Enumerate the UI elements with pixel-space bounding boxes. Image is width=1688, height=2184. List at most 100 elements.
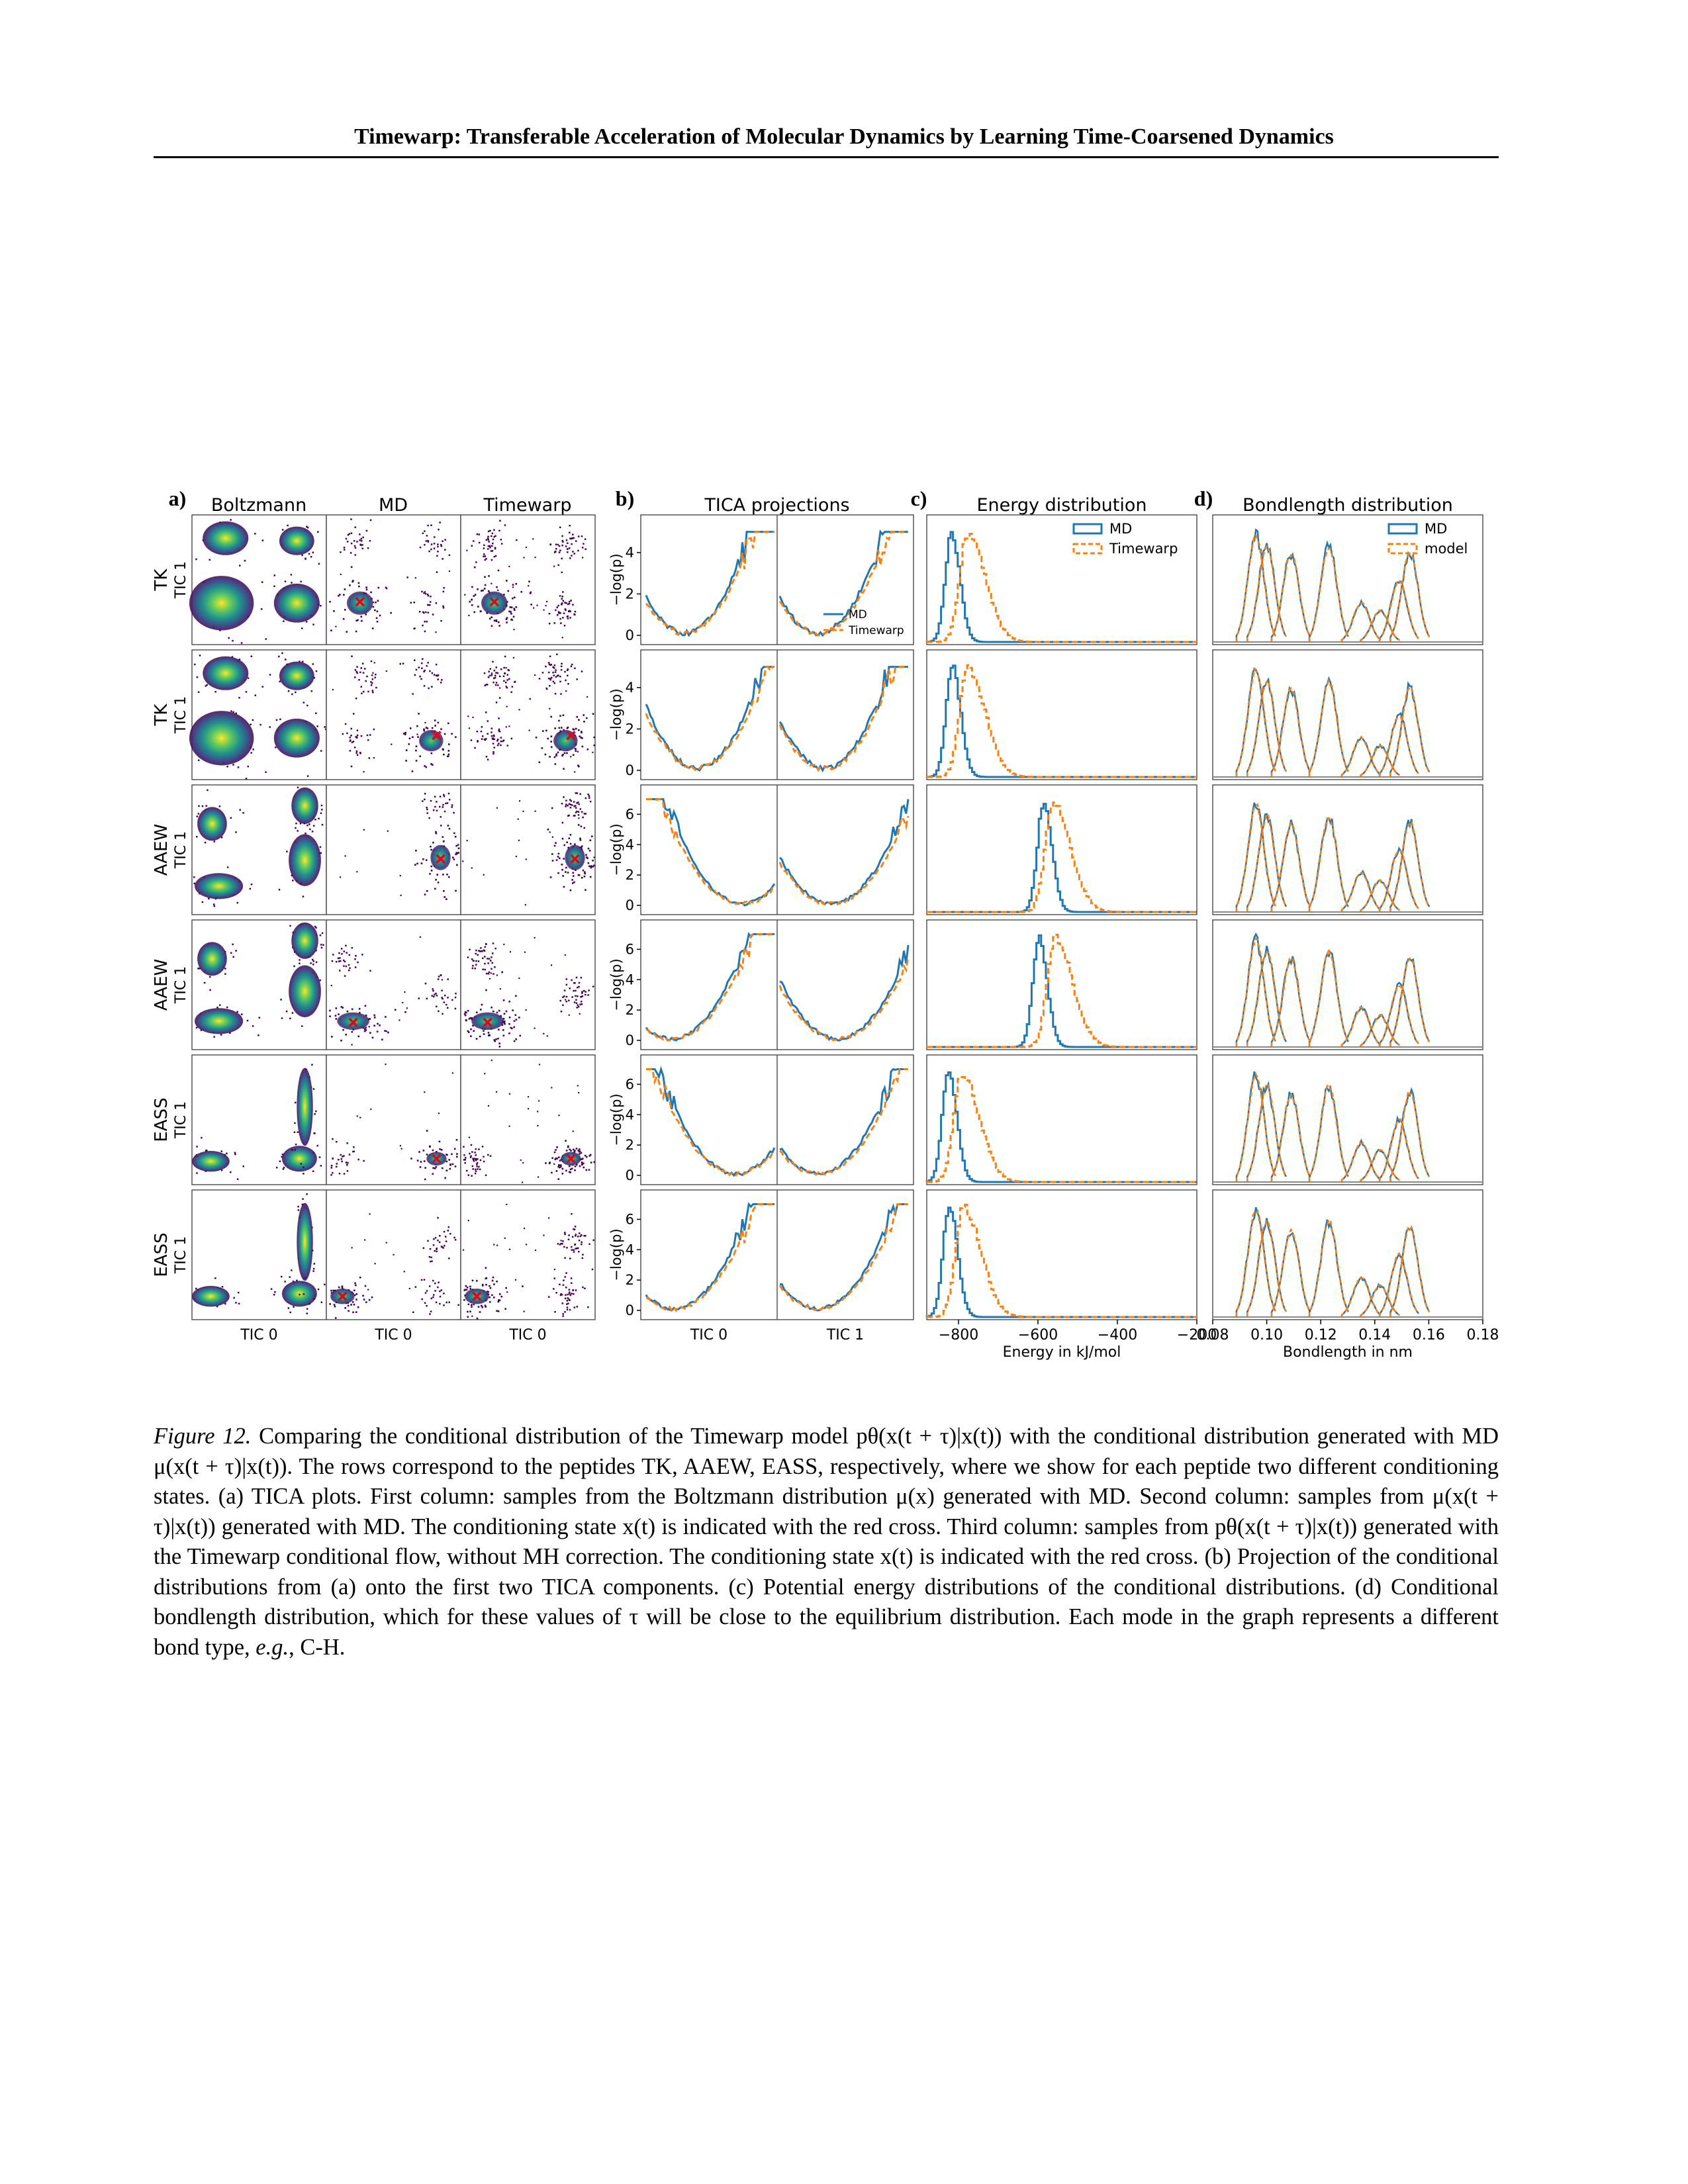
sample-dot: [346, 631, 348, 633]
sample-dot: [574, 1165, 577, 1167]
sample-dot: [577, 1085, 579, 1087]
sample-dot: [295, 1143, 297, 1146]
sample-dot: [250, 655, 253, 657]
col-title-bond: Bondlength distribution: [1243, 495, 1453, 516]
bond-frame: [1212, 649, 1483, 780]
sample-dot: [303, 1166, 305, 1169]
sample-dot: [426, 806, 428, 809]
sample-dot: [582, 1286, 584, 1289]
sample-dot: [353, 539, 355, 542]
sample-dot: [306, 1312, 308, 1314]
sample-dot: [554, 551, 556, 553]
sample-dot: [571, 537, 573, 539]
neglogp-axis-label: −log(p): [608, 688, 624, 741]
sample-dot: [583, 813, 586, 815]
sample-dot: [551, 853, 553, 855]
sample-dot: [344, 960, 346, 963]
sample-dot: [562, 1284, 565, 1286]
sample-dot: [577, 535, 580, 537]
sample-dot: [481, 1304, 483, 1307]
sample-dot: [363, 1160, 365, 1162]
sample-dot: [487, 530, 490, 533]
y-tick-label: 6: [626, 941, 634, 957]
sample-dot: [370, 660, 373, 662]
energy-panel: [926, 919, 1197, 1050]
sample-dot: [330, 1164, 333, 1167]
sample-dot: [586, 696, 588, 698]
sample-dot: [365, 1029, 367, 1031]
sample-dot: [555, 543, 557, 545]
sample-dot: [473, 1303, 475, 1306]
sample-dot: [551, 1157, 553, 1160]
sample-dot: [350, 532, 353, 534]
sample-dot: [483, 949, 485, 951]
sample-dot: [350, 552, 352, 554]
sample-dot: [355, 670, 358, 673]
sample-dot: [553, 667, 555, 669]
sample-dot: [423, 670, 425, 673]
sample-dot: [477, 960, 480, 962]
sample-dot: [569, 531, 571, 534]
sample-dot: [364, 1285, 367, 1287]
sample-dot: [344, 723, 347, 725]
sample-dot: [235, 950, 237, 952]
sample-dot: [320, 812, 322, 814]
sample-dot: [512, 597, 514, 600]
sample-dot: [306, 1308, 308, 1310]
sample-dot: [573, 1001, 576, 1003]
y-tick-label: 2: [626, 1002, 634, 1018]
sample-dot: [455, 844, 457, 847]
sample-dot: [581, 745, 584, 748]
sample-dot: [238, 1302, 240, 1305]
sample-dot: [346, 1010, 349, 1013]
tic0-axis-label: TIC 0: [508, 1327, 546, 1343]
sample-dot: [535, 737, 538, 739]
sample-dot: [548, 622, 551, 625]
sample-dot: [493, 735, 495, 737]
sample-dot: [426, 1304, 428, 1307]
sample-dot: [508, 1093, 511, 1095]
sample-dot: [442, 1013, 444, 1015]
sample-dot: [499, 697, 501, 699]
density-blob: [297, 1203, 313, 1281]
sample-dot: [507, 669, 510, 671]
sample-dot: [437, 678, 439, 680]
sample-dot: [545, 604, 547, 607]
bond-tick-label: 0.14: [1358, 1327, 1391, 1343]
sample-dot: [333, 610, 335, 612]
conditioning-cross: [472, 1291, 482, 1301]
sample-dot: [249, 887, 252, 890]
sample-dot: [309, 828, 311, 831]
sample-dot: [437, 1216, 439, 1219]
neglogp-axis-label: −log(p): [608, 958, 624, 1011]
sample-dot: [302, 895, 305, 897]
sample-dot: [506, 679, 508, 681]
sample-dot: [316, 725, 318, 727]
conditioning-cross: [566, 731, 576, 741]
sample-dot: [454, 1239, 457, 1241]
model-bond-mode: [1389, 1225, 1430, 1317]
conditioning-cross: [489, 597, 499, 607]
sample-dot: [574, 667, 576, 669]
sample-dot: [439, 1295, 442, 1298]
sample-dot: [358, 1008, 361, 1010]
sample-dot: [216, 1305, 218, 1308]
sample-dot: [587, 994, 589, 996]
sample-dot: [468, 1136, 470, 1138]
sample-dot: [493, 1283, 495, 1285]
sample-dot: [312, 958, 314, 961]
sample-dot: [274, 1291, 276, 1293]
sample-dot: [343, 950, 346, 952]
sample-dot: [329, 600, 331, 603]
sample-dot: [569, 610, 571, 612]
sample-dot: [335, 1007, 338, 1009]
sample-dot: [483, 1160, 485, 1163]
sample-dot: [551, 807, 553, 809]
sample-dot: [566, 752, 568, 754]
sample-dot: [365, 588, 368, 591]
sample-dot: [433, 542, 436, 545]
sample-dot: [562, 714, 565, 717]
sample-dot: [436, 874, 438, 876]
sample-dot: [565, 602, 567, 604]
